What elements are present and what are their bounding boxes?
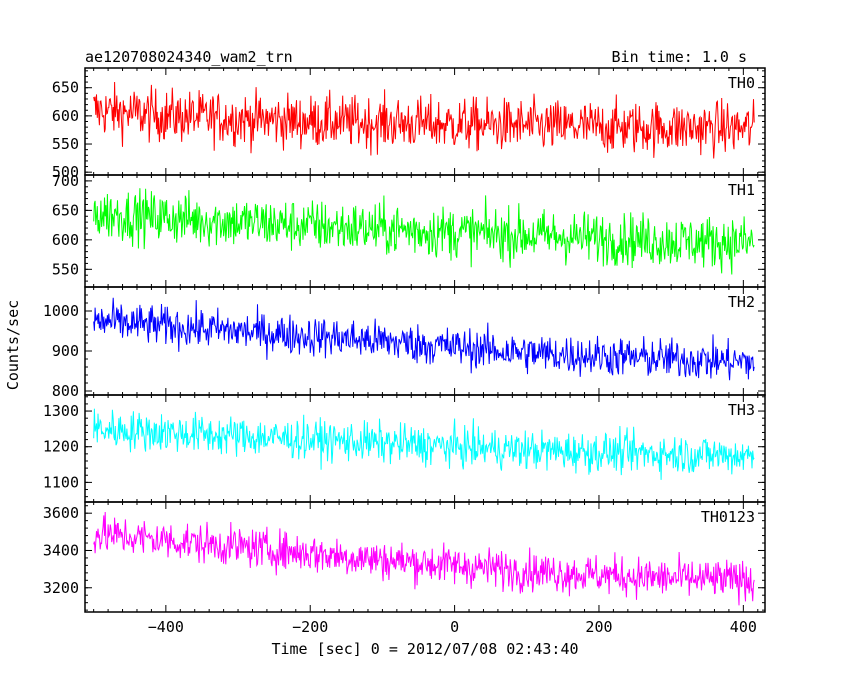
x-tick-label: −200: [292, 618, 328, 636]
series-line-th3: [93, 408, 755, 480]
x-tick-label: 0: [450, 618, 459, 636]
panel-th0: 500 550 600 650 TH0: [52, 67, 766, 181]
y-tick-label: 550: [52, 260, 79, 278]
y-tick-label: 600: [52, 231, 79, 249]
series-line-th2: [93, 297, 755, 381]
panel-th0123: 3200 3400 3600 TH0123: [43, 501, 766, 613]
chart-title: ae120708024340_wam2_trn: [85, 48, 293, 66]
panel-label-th3: TH3: [728, 401, 755, 419]
series-line-th0123: [93, 511, 755, 606]
panel-label-th1: TH1: [728, 181, 755, 199]
x-axis-label: Time [sec] 0 = 2012/07/08 02:43:40: [271, 640, 578, 658]
y-tick-label: 3600: [43, 504, 79, 522]
panel-th3: 1100 1200 1300 TH3: [43, 394, 766, 503]
bin-time-label: Bin time: 1.0 s: [612, 48, 747, 66]
x-tick-label: −400: [148, 618, 184, 636]
panel-label-th0: TH0: [728, 74, 755, 92]
panels-group: 500 550 600 650 TH0 550 600 650 700 TH1 800 900 1000…: [43, 67, 766, 636]
y-tick-label: 800: [52, 382, 79, 400]
y-tick-label: 650: [52, 79, 79, 97]
y-tick-label: 900: [52, 342, 79, 360]
panel-label-th0123: TH0123: [701, 508, 755, 526]
y-tick-label: 700: [52, 172, 79, 190]
y-tick-label: 1200: [43, 438, 79, 456]
y-tick-label: 1300: [43, 402, 79, 420]
panel-th2: 800 900 1000 TH2: [43, 286, 766, 400]
y-tick-label: 3400: [43, 541, 79, 559]
y-tick-label: 650: [52, 201, 79, 219]
series-line-th0: [93, 81, 755, 159]
y-tick-label: 600: [52, 107, 79, 125]
panel-frame: [84, 501, 766, 613]
y-tick-label: 550: [52, 135, 79, 153]
series-line-th1: [93, 188, 755, 275]
x-tick-label: 200: [585, 618, 612, 636]
y-tick-label: 500: [52, 163, 79, 181]
y-axis-label: Counts/sec: [4, 300, 22, 390]
y-tick-label: 1100: [43, 473, 79, 491]
panel-label-th2: TH2: [728, 293, 755, 311]
y-tick-label: 1000: [43, 302, 79, 320]
panel-th1: 550 600 650 700 TH1: [52, 172, 766, 288]
y-tick-label: 3200: [43, 579, 79, 597]
x-tick-label: 400: [730, 618, 757, 636]
